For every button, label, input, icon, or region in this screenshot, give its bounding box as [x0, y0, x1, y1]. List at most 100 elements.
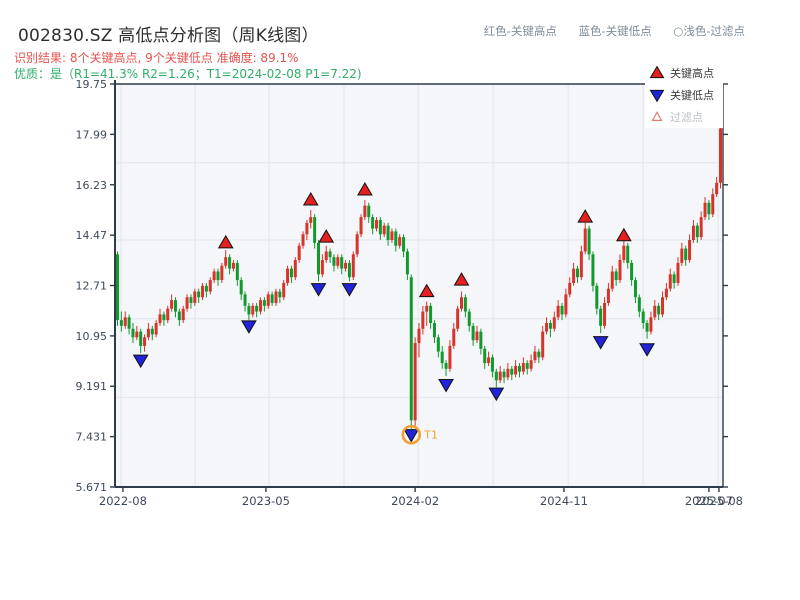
candle-body — [645, 323, 649, 332]
key-high-marker — [577, 209, 594, 223]
candles-layer — [116, 124, 722, 429]
candle-body — [119, 320, 123, 326]
candle-body — [286, 268, 290, 283]
candle-body — [471, 325, 475, 341]
key-low-marker — [592, 336, 609, 350]
candle-body — [208, 280, 212, 292]
candle-body — [583, 228, 587, 252]
candle-body — [386, 225, 390, 241]
candle-body — [394, 231, 398, 246]
candle-body — [417, 328, 421, 344]
candle-body — [301, 234, 305, 246]
candle-body — [707, 202, 711, 215]
candle-body — [332, 257, 336, 266]
candle-body — [606, 288, 610, 303]
candle-body — [695, 225, 699, 238]
candle-body — [618, 260, 622, 281]
candle-body — [463, 297, 467, 312]
y-tick-label: 17.99 — [76, 128, 108, 141]
candle-body — [328, 251, 332, 258]
candle-body — [158, 314, 162, 324]
t1-circle — [401, 424, 422, 445]
legend-item-label: 关键高点 — [670, 66, 714, 80]
candle-body — [359, 217, 363, 235]
candle-body — [552, 317, 556, 329]
candle-body — [413, 343, 417, 421]
candle-body — [467, 311, 471, 326]
candle-body — [564, 294, 568, 315]
candle-body — [514, 365, 518, 375]
candle-body — [490, 357, 494, 372]
candle-body — [521, 363, 525, 372]
candle-body — [672, 274, 676, 283]
candle-body — [568, 282, 572, 295]
candle-body — [425, 305, 429, 312]
key-high-marker — [615, 227, 632, 242]
candle-body — [591, 254, 595, 286]
candle-body — [127, 317, 131, 329]
candle-body — [545, 323, 549, 332]
candle-body — [556, 305, 560, 318]
candle-body — [483, 348, 487, 364]
candle-body — [371, 217, 375, 229]
candle-body — [317, 242, 320, 275]
candle-body — [688, 240, 692, 261]
candle-body — [587, 228, 591, 255]
y-tick-label: 10.95 — [76, 330, 108, 343]
y-tick-label: 9.191 — [76, 380, 108, 393]
candle-body — [637, 297, 641, 312]
candle-body — [262, 300, 266, 306]
candle-body — [664, 288, 668, 298]
candle-body — [575, 268, 579, 278]
candle-body — [363, 205, 367, 218]
candle-body — [699, 217, 703, 238]
candle-body — [143, 337, 147, 346]
candle-body — [181, 308, 185, 321]
x-axis: 2022-08 2023-05 2024-02 2024-11 2025-072025-… — [99, 487, 743, 508]
key-low-marker — [488, 387, 505, 402]
candle-body — [719, 128, 722, 183]
recognition-result-line: 识别结果: 8个关键高点, 9个关键低点 准确度: 89.1% — [14, 51, 299, 65]
candle-body — [610, 271, 614, 289]
candle-body — [336, 257, 340, 266]
candle-body — [684, 248, 688, 261]
candle-body — [572, 268, 576, 283]
candle-body — [533, 351, 537, 361]
candle-body — [452, 328, 456, 346]
candle-body — [633, 280, 637, 298]
plot-area — [115, 84, 723, 487]
color-legend-low: 蓝色-关键低点 — [578, 24, 652, 38]
candle-body — [436, 337, 440, 352]
key-high-marker — [302, 191, 319, 206]
candle-body — [626, 245, 630, 263]
candle-body — [146, 328, 150, 338]
candle-body — [162, 314, 166, 321]
candle-body — [599, 308, 603, 326]
key-high-marker — [418, 283, 435, 298]
x-tick-label: 2024-11 — [540, 494, 588, 508]
candle-body — [382, 225, 386, 235]
candle-body — [131, 328, 135, 338]
candle-body — [224, 257, 228, 266]
candle-body — [150, 328, 154, 335]
candle-body — [351, 254, 355, 278]
candle-body — [212, 271, 216, 281]
candle-body — [193, 291, 197, 303]
candle-body — [595, 285, 599, 309]
x-tick-label: 2022-08 — [99, 494, 147, 508]
candle-body — [614, 271, 618, 281]
candle-body — [398, 237, 402, 246]
x-tick-label: 2024-02 — [391, 494, 439, 508]
candle-body — [189, 297, 193, 303]
candle-body — [116, 254, 119, 321]
candle-body — [216, 271, 220, 281]
candle-body — [313, 217, 317, 243]
candle-body — [429, 305, 433, 324]
x-tick-label: 2025-07 — [685, 494, 733, 508]
key-low-markers: T1 — [132, 283, 655, 445]
legend-item-label: 过滤点 — [670, 111, 703, 124]
x-tick-label: 2025-08 — [695, 494, 743, 508]
candle-body — [409, 277, 413, 421]
